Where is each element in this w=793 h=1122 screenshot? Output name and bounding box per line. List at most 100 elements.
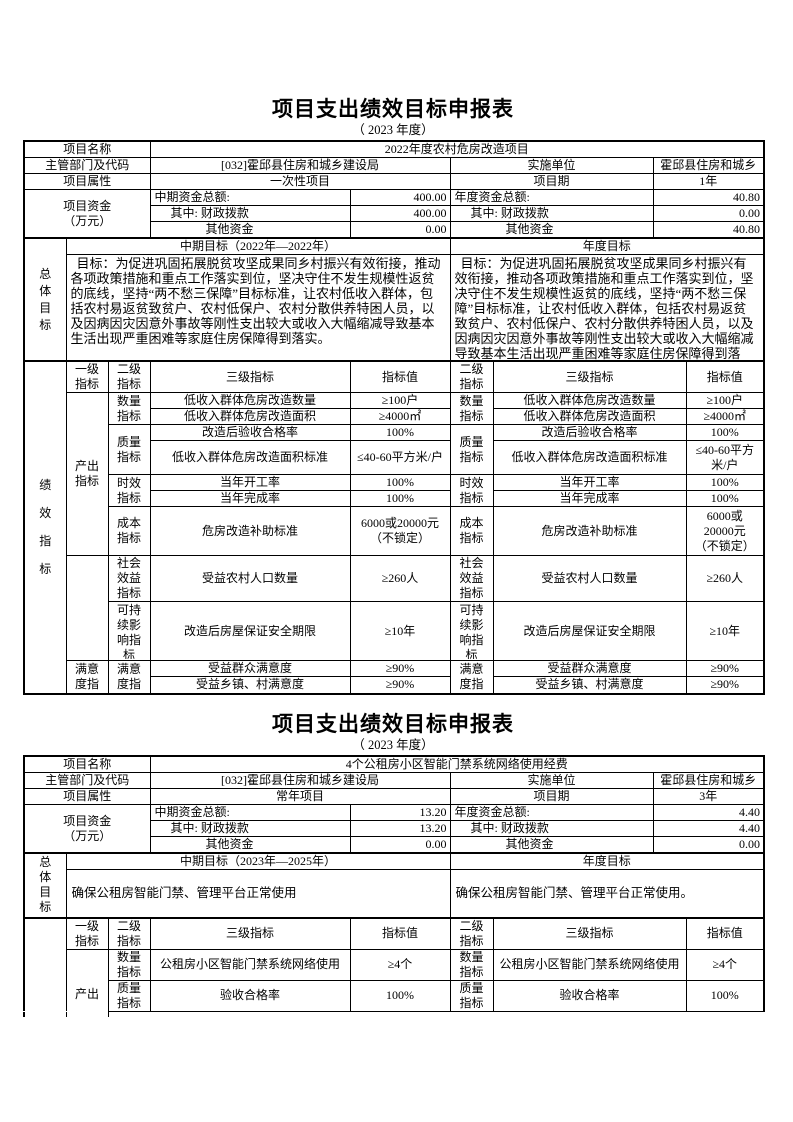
- indicator-value: ≥4个: [349, 948, 451, 981]
- period-label: 项目期: [449, 173, 654, 190]
- form1-year-line: （ 2023 年度）: [352, 123, 434, 137]
- header-level1: 一级指标: [65, 917, 109, 950]
- header-value-right: 指标值: [685, 360, 765, 393]
- form1-header-table: 项目名称 2022年度农村危房改造项目 主管部门及代码 [032]霍邱县住房和城…: [23, 140, 766, 239]
- dept-value: [032]霍邱县住房和城乡建设局: [149, 157, 451, 174]
- project-name-value: 2022年度农村危房改造项目: [149, 140, 765, 158]
- level2-quality-right: 质量指标: [449, 424, 494, 475]
- overall-goal-row-label: 总体目标: [23, 237, 67, 362]
- year-total-value: 40.80: [652, 189, 765, 206]
- overall-goal-row-label: 总体目标: [23, 852, 67, 918]
- year-fiscal-value: 0.00: [652, 205, 765, 222]
- indicator-value: 100%: [349, 474, 451, 491]
- header-level1: 一级指标: [65, 360, 109, 393]
- indicator-value: 6000或20000元（不锁定）: [685, 506, 765, 556]
- indicator-name: 当年开工率: [492, 474, 687, 491]
- indicator-value: ≥100户: [349, 392, 451, 409]
- page-cut-border-stub: [23, 1011, 109, 1017]
- dept-value: [032]霍邱县住房和城乡建设局: [149, 772, 451, 789]
- dept-label: 主管部门及代码: [23, 157, 151, 174]
- funds-label: 项目资金 （万元）: [23, 804, 151, 854]
- indicator-value: 100%: [349, 979, 451, 1012]
- mid-other-value: 0.00: [349, 221, 451, 239]
- level2-satisfaction-right: 满意度指标: [449, 660, 494, 694]
- funds-label: 项目资金 （万元）: [23, 189, 151, 239]
- year-fiscal-label: 其中: 财政拨款: [449, 205, 654, 222]
- indicator-value: 100%: [349, 424, 451, 441]
- level1-blank: [65, 555, 109, 661]
- period-value: 3年: [652, 788, 765, 805]
- level2-social-right: 社会效益指标: [449, 555, 494, 602]
- level2-quality-right: 质量指标: [449, 979, 494, 1012]
- annual-goal-header: 年度目标: [449, 237, 765, 255]
- level2-time-left: 时效指标: [107, 474, 151, 507]
- indicator-value: ≥4000㎡: [685, 408, 765, 425]
- annual-goal-text: 目标：为促进巩固拓展脱贫攻坚成果同乡村振兴有效衔接，推动各项政策措施和重点工作落…: [449, 254, 765, 362]
- year-other-value: 40.80: [652, 221, 765, 239]
- header-value-left: 指标值: [349, 360, 451, 393]
- form1-title: 项目支出绩效目标申报表: [272, 98, 514, 121]
- level2-quantity-left: 数量指标: [107, 392, 151, 425]
- indicator-name: 受益群众满意度: [149, 660, 351, 677]
- indicator-name: 受益乡镇、村满意度: [149, 676, 351, 694]
- level2-time-right: 时效指标: [449, 474, 494, 507]
- indicator-value: ≥100户: [685, 392, 765, 409]
- mid-total-value: 400.00: [349, 189, 451, 206]
- declaration-form-2: 项目支出绩效目标申报表 （ 2023 年度） 项目名称 4个公租房小区智能门禁系…: [23, 711, 766, 1017]
- indicator-value: ≥4个: [685, 948, 765, 981]
- header-value-right: 指标值: [685, 917, 765, 950]
- mid-goal-header: 中期目标（2023年—2025年）: [65, 852, 451, 870]
- year-fiscal-value: 4.40: [652, 820, 765, 837]
- indicator-value: 100%: [685, 424, 765, 441]
- year-fiscal-label: 其中: 财政拨款: [449, 820, 654, 837]
- indicator-value: 100%: [685, 474, 765, 491]
- mid-goal-text: 目标：为促进巩固拓展脱贫攻坚成果同乡村振兴有效衔接，推动各项政策措施和重点工作落…: [65, 254, 451, 362]
- header-level3-right: 三级指标: [492, 917, 687, 950]
- mid-fiscal-value: 13.20: [349, 820, 451, 837]
- mid-fiscal-label: 其中: 财政拨款: [149, 820, 351, 837]
- mid-goal-text: 确保公租房智能门禁、管理平台正常使用: [65, 869, 451, 918]
- indicator-name: 当年完成率: [149, 490, 351, 507]
- indicator-name: 当年开工率: [149, 474, 351, 491]
- impl-unit-label: 实施单位: [449, 772, 654, 789]
- indicator-value: ≥4000㎡: [349, 408, 451, 425]
- indicator-value: ≤40-60平方米/户: [349, 440, 451, 475]
- impl-unit-label: 实施单位: [449, 157, 654, 174]
- indicator-name: 受益群众满意度: [492, 660, 687, 677]
- level1-output: 产出指标: [65, 948, 109, 1011]
- indicator-value: ≥10年: [349, 601, 451, 661]
- perf-row-label-empty: [23, 917, 67, 1011]
- level2-quantity-left: 数量指标: [107, 948, 151, 981]
- header-level2-right: 二级指标: [449, 360, 494, 393]
- indicator-name: 低收入群体危房改造面积: [149, 408, 351, 425]
- level2-social-left: 社会效益指标: [107, 555, 151, 602]
- level1-output: 产出指标: [65, 392, 109, 556]
- indicator-name: 低收入群体危房改造面积标准: [149, 440, 351, 475]
- mid-other-label: 其他资金: [149, 221, 351, 239]
- year-other-label: 其他资金: [449, 221, 654, 239]
- indicator-name: 公租房小区智能门禁系统网络使用: [149, 948, 351, 981]
- indicator-value: 6000或20000元（不锁定）: [349, 506, 451, 556]
- year-total-value: 4.40: [652, 804, 765, 821]
- indicator-name: 危房改造补助标准: [492, 506, 687, 556]
- attr-value: 一次性项目: [149, 173, 451, 190]
- indicator-name: 公租房小区智能门禁系统网络使用: [492, 948, 687, 981]
- year-total-label: 年度资金总额:: [449, 804, 654, 821]
- form1-goal-table: 总体目标 中期目标（2022年—2022年） 年度目标 目标：为促进巩固拓展脱贫…: [23, 237, 765, 362]
- indicator-value: ≥260人: [685, 555, 765, 602]
- header-level2-right: 二级指标: [449, 917, 494, 950]
- mid-total-value: 13.20: [349, 804, 451, 821]
- impl-unit-value: 霍邱县住房和城乡: [652, 157, 765, 174]
- indicator-name: 改造后验收合格率: [492, 424, 687, 441]
- indicator-name: 验收合格率: [492, 979, 687, 1012]
- level2-satisfaction-left: 满意度指标: [107, 660, 151, 694]
- mid-fiscal-label: 其中: 财政拨款: [149, 205, 351, 222]
- period-value: 1年: [652, 173, 765, 190]
- mid-total-label: 中期资金总额:: [149, 189, 351, 206]
- project-name-label: 项目名称: [23, 140, 151, 158]
- form2-title: 项目支出绩效目标申报表: [272, 713, 514, 736]
- form2-year-line: （ 2023 年度）: [352, 738, 434, 752]
- form2-goal-table: 总体目标 中期目标（2023年—2025年） 年度目标 确保公租房智能门禁、管理…: [23, 852, 765, 919]
- header-value-left: 指标值: [349, 917, 451, 950]
